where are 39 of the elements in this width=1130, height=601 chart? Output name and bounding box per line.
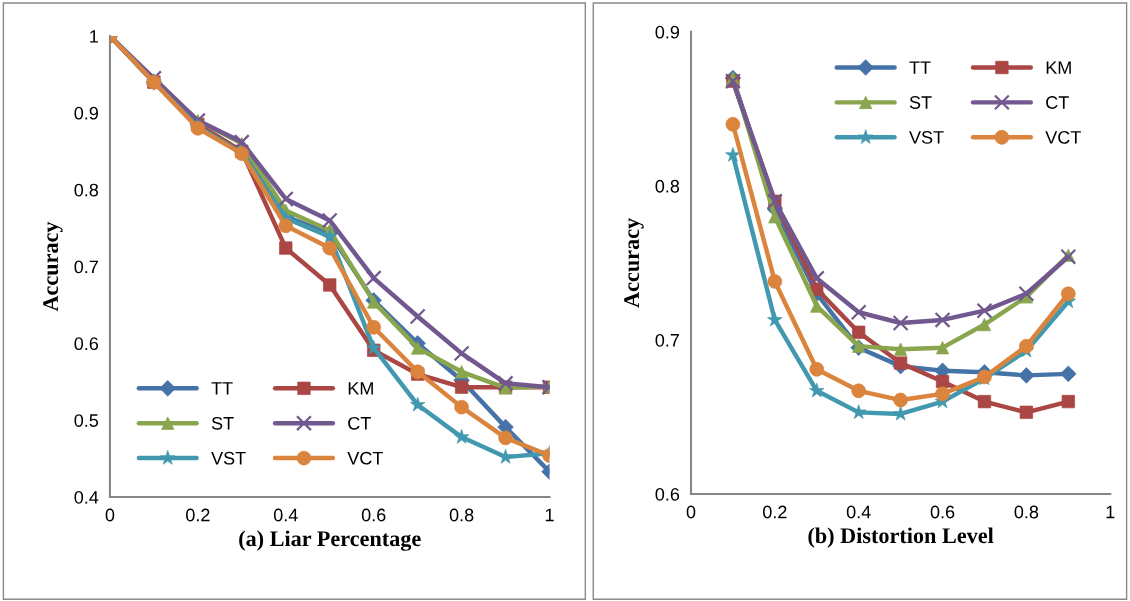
x-tick-label: 0.4 xyxy=(273,508,298,522)
y-axis-title: Accuracy xyxy=(43,221,63,312)
x-axis-title: (a) Liar Percentage xyxy=(239,530,421,551)
y-tick-label: 0.7 xyxy=(74,260,98,274)
x-tick-label: 0.8 xyxy=(449,508,474,522)
x-tick-label: 0.6 xyxy=(361,508,386,522)
legend-label: CT xyxy=(1046,96,1069,109)
y-axis-title: Accuracy xyxy=(624,218,644,308)
legend-label: TT xyxy=(909,61,931,74)
x-tick-label: 0.8 xyxy=(1014,505,1039,519)
legend-label: ST xyxy=(909,96,932,109)
x-axis-title: (b) Distortion Level xyxy=(808,527,994,548)
x-tick-label: 1 xyxy=(1106,505,1115,519)
y-tick-label: 0.9 xyxy=(655,25,680,39)
y-tick-label: 0.7 xyxy=(655,333,679,347)
x-tick-label: 0.2 xyxy=(763,505,787,519)
y-tick-label: 0.6 xyxy=(74,337,99,351)
legend-label: VST xyxy=(909,130,944,144)
x-tick-label: 1 xyxy=(545,508,554,522)
legend-label: TT xyxy=(211,382,233,395)
x-tick-label: 0 xyxy=(686,505,696,519)
legend-label: KM xyxy=(348,382,373,395)
legend-label: ST xyxy=(211,416,234,430)
y-tick-label: 0.8 xyxy=(74,183,99,197)
y-tick-label: 1 xyxy=(90,30,98,43)
legend-label: VCT xyxy=(347,451,383,465)
y-tick-label: 0.6 xyxy=(655,487,680,501)
legend-label: CT xyxy=(348,416,371,430)
x-tick-label: 0.4 xyxy=(846,505,871,519)
legend-label: KM xyxy=(1046,61,1071,74)
y-tick-label: 0.4 xyxy=(74,490,99,504)
x-tick-label: 0.6 xyxy=(930,505,955,519)
x-tick-label: 0.2 xyxy=(186,508,210,522)
x-tick-label: 0 xyxy=(105,508,115,522)
y-tick-label: 0.8 xyxy=(655,179,680,193)
legend-label: VST xyxy=(211,451,246,465)
legend-label: VCT xyxy=(1045,130,1081,144)
y-tick-label: 0.9 xyxy=(74,106,98,120)
y-tick-label: 0.5 xyxy=(74,414,99,427)
